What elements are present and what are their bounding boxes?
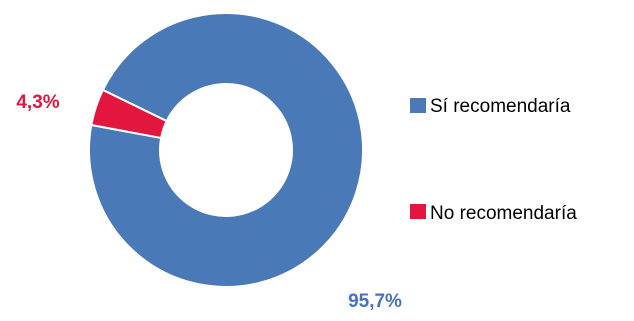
donut-slice-si-recomendaria <box>88 12 364 288</box>
legend-swatch-si-recomendaria <box>410 98 426 113</box>
data-label-si-recomendaria: 95,7% <box>348 291 402 312</box>
legend-item-si-recomendaria: Sí recomendaría <box>410 96 571 117</box>
donut-slices <box>88 12 364 288</box>
donut-slice-no-recomendaria <box>90 88 169 140</box>
legend-item-no-recomendaria: No recomendaría <box>410 203 577 224</box>
legend-label-no-recomendaria: No recomendaría <box>430 203 577 224</box>
legend: Sí recomendaría No recomendaría <box>410 96 577 224</box>
data-label-no-recomendaria: 4,3% <box>16 92 59 113</box>
legend-swatch-no-recomendaria <box>410 204 426 219</box>
legend-label-si-recomendaria: Sí recomendaría <box>430 96 571 117</box>
